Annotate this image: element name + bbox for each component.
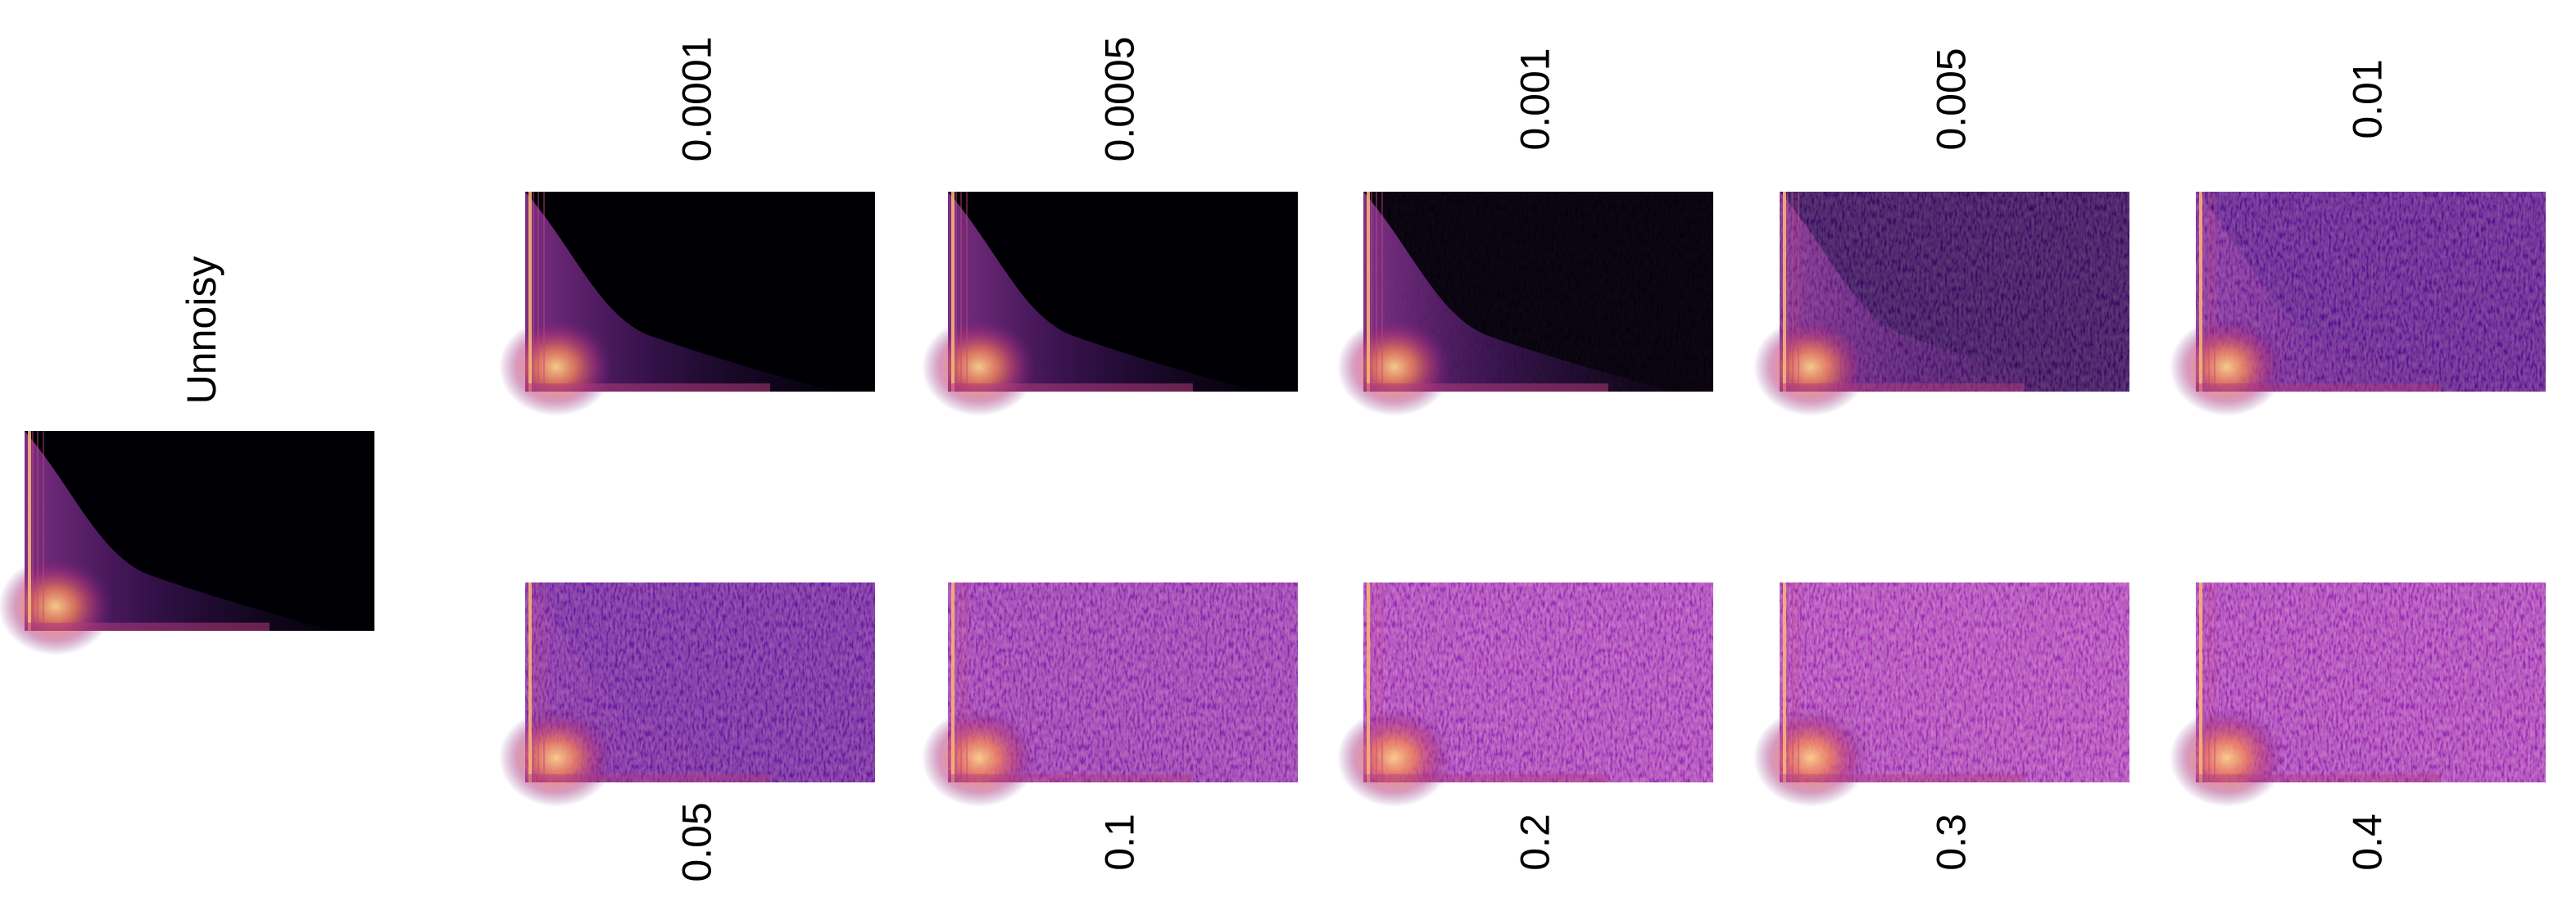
spectrogram-stripe (1792, 582, 1794, 782)
spectrogram-stripe (1381, 582, 1383, 782)
spectrogram-glow (1753, 318, 1868, 416)
panel-label: 0.3 (1929, 814, 1975, 871)
spectrogram-stripe (2203, 582, 2205, 782)
spectrogram-glow (2170, 318, 2284, 416)
spectrogram-bottom-band (2196, 383, 2441, 392)
spectrogram-stripe (951, 192, 955, 392)
spectrogram (499, 582, 875, 807)
panel-label: 0.4 (2345, 814, 2391, 871)
spectrogram-stripe (543, 582, 545, 782)
spectrogram-glow (499, 709, 614, 807)
spectrogram-stripe (1783, 582, 1786, 782)
spectrogram-glow (0, 557, 113, 655)
spectrogram-stripe (533, 582, 534, 782)
panel-label: 0.0001 (674, 37, 720, 162)
spectrogram-glow (922, 709, 1036, 807)
panel-label: 0.05 (674, 802, 720, 882)
spectrogram-stripe (32, 431, 34, 631)
panel-label: 0.001 (1512, 48, 1558, 150)
spectrogram-bottom-band (525, 383, 770, 392)
panel-label: 0.005 (1929, 48, 1975, 150)
spectrogram-stripe (960, 192, 962, 392)
spectrogram (1753, 192, 2129, 416)
spectrogram-stripe (543, 192, 545, 392)
spectrogram-glow (1337, 318, 1452, 416)
spectrogram-stripe (1798, 192, 1799, 392)
spectrogram-stripe (2214, 582, 2215, 782)
spectrogram-glow (2170, 709, 2284, 807)
spectrogram-stripe (1376, 582, 1377, 782)
spectrogram-stripe (37, 431, 39, 631)
spectrogram-glow (499, 318, 614, 416)
spectrogram-glow (922, 318, 1036, 416)
spectrogram-bottom-band (1363, 383, 1608, 392)
spectrogram (2170, 192, 2546, 416)
spectrogram-stripe (1798, 582, 1799, 782)
spectrogram-stripe (1371, 582, 1372, 782)
spectrogram-bottom-band (1363, 774, 1608, 782)
spectrogram-stripe (1792, 192, 1794, 392)
spectrogram-stripe (966, 192, 968, 392)
spectrogram (2170, 582, 2546, 807)
panel-label: Unnoisy (179, 256, 224, 405)
spectrogram-bottom-band (525, 774, 770, 782)
spectrogram-bottom-band (948, 383, 1193, 392)
panels: Unnoisy 0.0001 0.0005 0.001 0.005 0.01 0.05 0.1… (0, 37, 2546, 882)
spectrogram-stripe (955, 582, 957, 782)
spectrogram (1337, 192, 1713, 416)
spectrogram-stripe (28, 431, 31, 631)
spectrogram-bottom-band (1780, 383, 2025, 392)
spectrogram-stripe (533, 192, 534, 392)
spectrogram-stripe (1787, 192, 1789, 392)
spectrogram-stripe (2199, 582, 2202, 782)
spectrogram (922, 192, 1298, 416)
spectrogram-stripe (2214, 192, 2215, 392)
spectrogram-stripe (1381, 192, 1383, 392)
spectrogram-stripe (1367, 192, 1370, 392)
spectrogram-bottom-band (1780, 774, 2025, 782)
spectrogram-stripe (537, 582, 539, 782)
panel-label: 0.2 (1512, 814, 1558, 871)
spectrogram-stripe (1783, 192, 1786, 392)
spectrogram-bottom-band (948, 774, 1193, 782)
spectrogram-glow (1337, 709, 1452, 807)
spectrogram-stripe (951, 582, 955, 782)
panel-label: 0.0005 (1097, 37, 1143, 162)
spectrogram (499, 192, 875, 416)
spectrogram-stripe (2208, 582, 2210, 782)
spectrogram-bottom-band (25, 623, 270, 631)
panel-label: 0.01 (2345, 59, 2391, 138)
spectrogram-stripe (1367, 582, 1370, 782)
spectrogram-stripe (528, 582, 532, 782)
spectrogram (922, 582, 1298, 807)
spectrogram-stripe (966, 582, 968, 782)
spectrogram-stripe (43, 431, 44, 631)
spectrogram-stripe (528, 192, 532, 392)
spectrogram-stripe (1787, 582, 1789, 782)
spectrogram-stripe (2203, 192, 2205, 392)
panel-label: 0.1 (1097, 814, 1143, 871)
spectrogram-stripe (955, 192, 957, 392)
spectrogram (0, 431, 374, 655)
spectrogram-stripe (1376, 192, 1377, 392)
spectrogram-stripe (2208, 192, 2210, 392)
spectrogram-glow (1753, 709, 1868, 807)
spectrogram (1337, 582, 1713, 807)
spectrogram-bottom-band (2196, 774, 2441, 782)
spectrogram-stripe (1371, 192, 1372, 392)
spectrogram-stripe (2199, 192, 2202, 392)
spectrogram-stripe (537, 192, 539, 392)
spectrogram (1753, 582, 2129, 807)
spectrogram-stripe (960, 582, 962, 782)
